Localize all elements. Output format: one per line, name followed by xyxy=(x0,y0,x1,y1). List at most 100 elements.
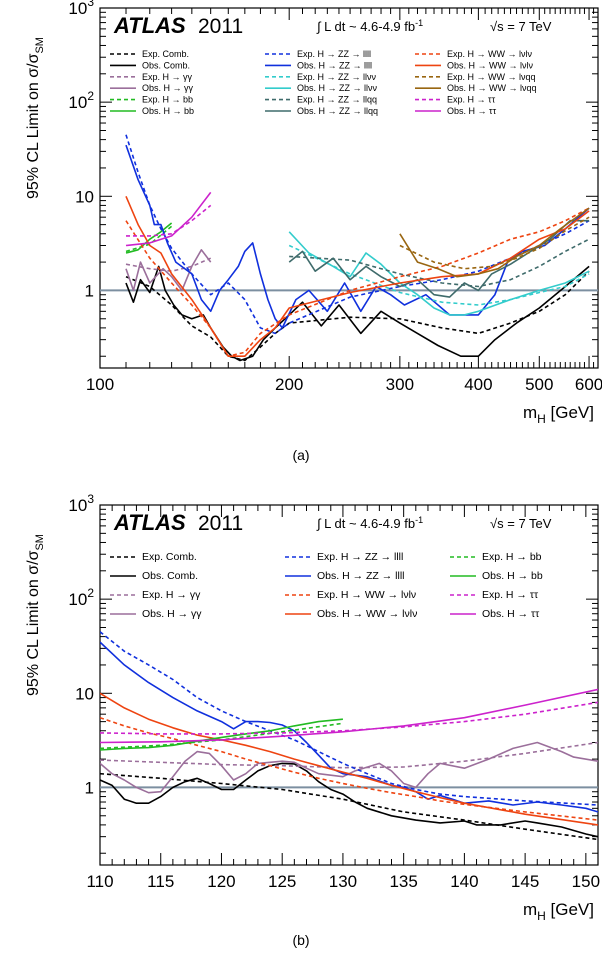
lumi-label: ∫ L dt ~ 4.6-4.9 fb-1 xyxy=(316,515,423,531)
series-line xyxy=(288,231,590,316)
x-tick-label: 135 xyxy=(389,872,417,891)
legend-label: Obs. H → WW → lνlν xyxy=(317,608,417,620)
series-line xyxy=(100,722,344,750)
series-line xyxy=(126,204,212,237)
x-tick-label: 400 xyxy=(464,375,492,394)
plot-frame xyxy=(99,504,599,866)
legend-label: Obs. H → ZZ → llll xyxy=(297,60,372,70)
series-line xyxy=(100,716,598,821)
legend-label: Obs. H → ττ xyxy=(482,608,540,620)
series-group xyxy=(125,134,590,362)
legend-label: Exp. H → bb xyxy=(482,551,542,563)
legend-label: Obs. H → γγ xyxy=(142,83,194,93)
series-line xyxy=(125,191,212,247)
energy-label: √s = 7 TeV xyxy=(490,516,552,531)
legend-label: Exp. Comb. xyxy=(142,551,197,563)
series-line xyxy=(125,222,173,254)
series-line xyxy=(100,762,598,838)
plot-frame xyxy=(99,7,599,369)
series-line xyxy=(125,134,590,335)
series-line xyxy=(399,216,590,270)
x-tick-label: 125 xyxy=(268,872,296,891)
legend-label: Exp. H → ττ xyxy=(482,589,539,601)
experiment-label: ATLAS xyxy=(113,13,186,38)
y-tick-label: 102 xyxy=(68,89,94,112)
panel-caption: (a) xyxy=(292,447,309,463)
x-tick-label: 150 xyxy=(572,872,600,891)
legend-label: Exp. H → ZZ → llνν xyxy=(297,72,377,82)
y-tick-label: 103 xyxy=(68,0,94,18)
legend-label: Obs. H → WW → lνqq xyxy=(447,83,537,93)
x-tick-label: 600 xyxy=(575,375,602,394)
series-line xyxy=(100,688,598,744)
legend-label: Exp. H → ττ xyxy=(447,95,496,105)
legend-label: Exp. H → ZZ → llll xyxy=(297,49,371,59)
legend-label: Obs. H → bb xyxy=(142,106,194,116)
y-axis-label: 95% CL Limit on σ/σSM xyxy=(25,37,46,199)
x-axis-label: mH [GeV] xyxy=(523,900,594,923)
x-tick-label: 130 xyxy=(329,872,357,891)
y-tick-label: 103 xyxy=(68,492,94,515)
y-tick-label: 1 xyxy=(85,281,94,300)
legend-label: Exp. H → γγ xyxy=(142,589,201,601)
legend-label: Obs. H → ZZ → llll xyxy=(317,570,405,582)
legend-label: Obs. H → ττ xyxy=(447,106,497,116)
series-line xyxy=(100,631,598,806)
energy-label: √s = 7 TeV xyxy=(490,19,552,34)
legend-label: Obs. H → ZZ → llqq xyxy=(297,106,378,116)
series-line xyxy=(100,701,598,735)
y-axis-label: 95% CL Limit on σ/σSM xyxy=(25,534,46,696)
series-line xyxy=(100,741,598,794)
y-tick-label: 10 xyxy=(75,187,94,206)
series-group xyxy=(100,631,598,841)
legend-label: Obs. H → bb xyxy=(482,570,543,582)
legend-label: Exp. Comb. xyxy=(142,49,189,59)
series-line xyxy=(399,207,590,278)
legend-label: Exp. H → WW → lνlν xyxy=(447,49,532,59)
legend-label: Exp. H → WW → lνlν xyxy=(317,589,416,601)
series-line xyxy=(288,244,590,306)
x-tick-label: 140 xyxy=(450,872,478,891)
legend-label: Obs. H → WW → lνlν xyxy=(447,60,533,70)
series-line xyxy=(125,144,590,329)
legend-label: Obs. Comb. xyxy=(142,60,190,70)
series-line xyxy=(100,772,598,841)
x-tick-label: 200 xyxy=(275,375,303,394)
year-label: 2011 xyxy=(198,15,243,38)
x-tick-label: 110 xyxy=(86,872,113,891)
series-line xyxy=(125,249,212,292)
y-tick-label: 10 xyxy=(75,684,94,703)
legend-label: Exp. H → γγ xyxy=(142,72,193,82)
series-line xyxy=(125,207,590,357)
legend-label: Exp. H → ZZ → llll xyxy=(317,551,403,563)
legend-label: Obs. H → ZZ → llνν xyxy=(297,83,378,93)
series-line xyxy=(100,692,598,826)
legend-label: Obs. Comb. xyxy=(142,570,198,582)
x-axis-label: mH [GeV] xyxy=(523,403,594,426)
experiment-label: ATLAS xyxy=(113,510,186,535)
x-tick-label: 100 xyxy=(86,375,114,394)
x-tick-label: 500 xyxy=(525,375,553,394)
panel-a: 1 10 102 103 100 200 300 400 500 600 ATLAS 2011 ∫ L … xyxy=(25,0,602,463)
series-line xyxy=(289,238,590,288)
year-label: 2011 xyxy=(198,512,243,535)
legend-label: Obs. H → γγ xyxy=(142,608,202,620)
series-line xyxy=(125,257,212,272)
legend-label: Exp. H → bb xyxy=(142,95,193,105)
series-line xyxy=(125,265,590,362)
x-tick-label: 115 xyxy=(147,872,174,891)
x-tick-label: 120 xyxy=(207,872,235,891)
y-tick-label: 102 xyxy=(68,586,94,609)
series-line xyxy=(288,219,590,298)
series-line xyxy=(125,195,590,357)
panel-caption: (b) xyxy=(292,932,309,948)
y-tick-label: 1 xyxy=(85,778,94,797)
lumi-label: ∫ L dt ~ 4.6-4.9 fb-1 xyxy=(316,18,423,34)
legend-label: Exp. H → WW → lνqq xyxy=(447,72,536,82)
series-line xyxy=(100,718,343,751)
x-tick-label: 300 xyxy=(386,375,414,394)
x-tick-label: 145 xyxy=(511,872,539,891)
legend-label: Exp. H → ZZ → llqq xyxy=(297,95,377,105)
